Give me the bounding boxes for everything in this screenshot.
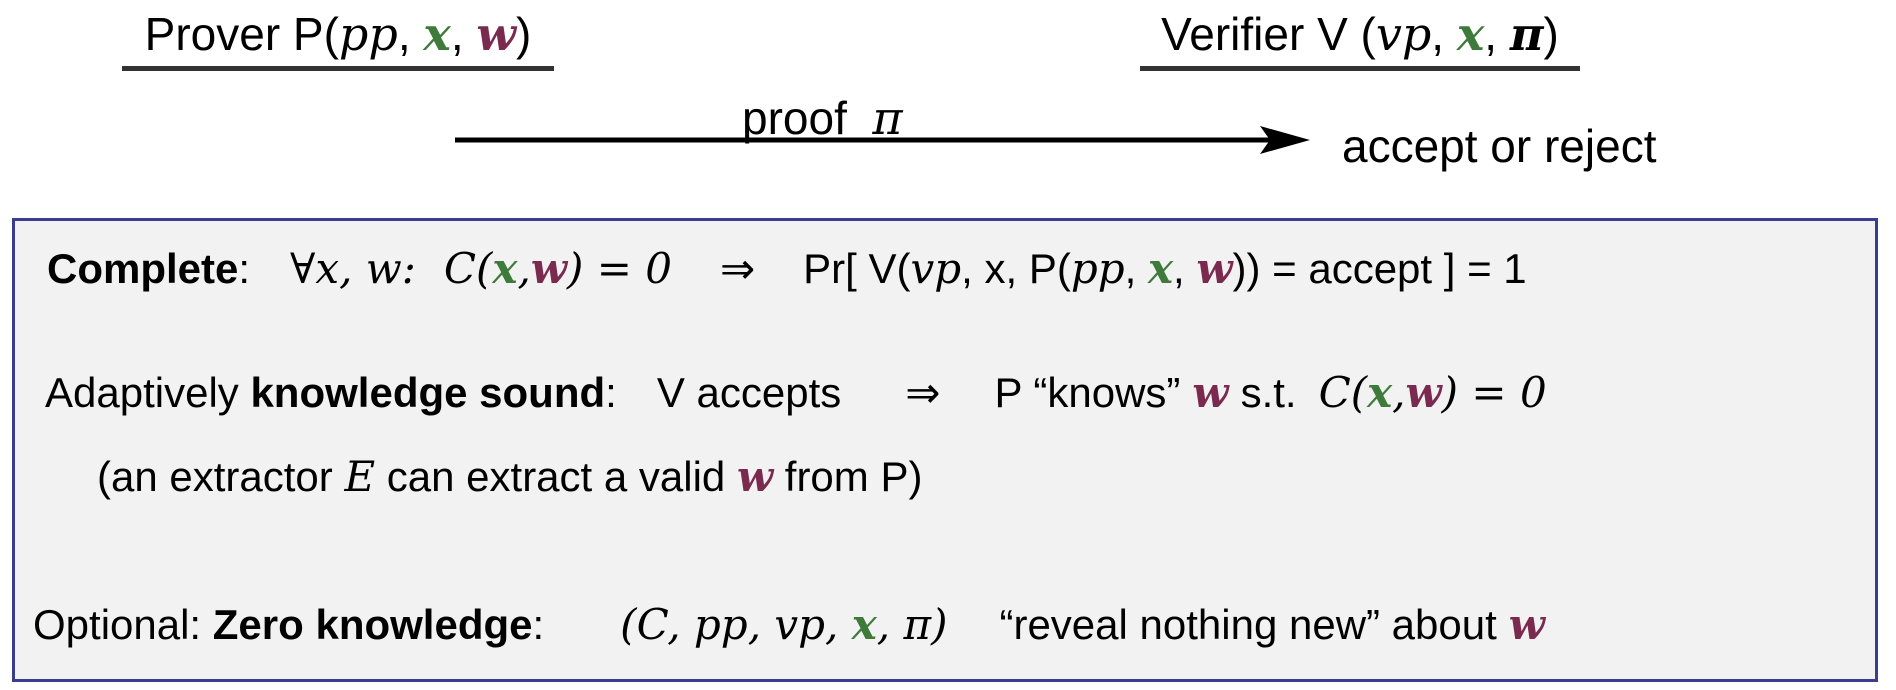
x-plain: , x, P( — [961, 245, 1071, 292]
implies-symbol: ⇒ — [719, 245, 756, 292]
such-that: s.t. — [1240, 369, 1297, 416]
witness-w2: w — [1405, 368, 1442, 417]
sep1: , — [1124, 245, 1148, 292]
statement-x: x — [492, 244, 518, 293]
verifier-pi: π — [1509, 7, 1544, 61]
probability-tail: )) = accept ] = 1 — [1232, 245, 1527, 292]
circuit-eq: ) = 0 — [566, 244, 672, 293]
verifier-label: Verifier V (vp, x, π) — [1140, 6, 1580, 71]
comma: , — [1392, 368, 1406, 417]
prover-w: w — [476, 7, 516, 61]
verifier-result: accept or reject — [1342, 120, 1657, 172]
extractor-e: E — [344, 452, 376, 501]
probability-open: Pr[ V( — [803, 245, 911, 292]
tuple-close: ) — [931, 600, 948, 649]
prover-label: Prover P(pp, x, w) — [122, 6, 554, 71]
circuit-eq: ) = 0 — [1441, 368, 1547, 417]
comma: , — [517, 244, 531, 293]
vp: vp — [910, 244, 962, 293]
tuple-sep: , — [825, 600, 852, 649]
tuple-pp: pp — [693, 600, 748, 649]
prover-prefix: Prover P( — [144, 8, 339, 60]
tuple-x: x — [851, 600, 877, 649]
prover-x: x — [423, 7, 451, 61]
soundness-colon: : — [605, 369, 617, 416]
tuple-pi: π — [903, 600, 932, 649]
witness-w: w — [736, 452, 774, 501]
soundness-premise: V accepts — [656, 369, 842, 416]
zk-colon: : — [532, 601, 545, 648]
verifier-prefix: Verifier V ( — [1161, 8, 1376, 60]
witness-w: w — [530, 244, 567, 293]
zk-quote: “reveal nothing new” about — [999, 601, 1497, 648]
circuit-c: C( — [1318, 368, 1368, 417]
sep2: , — [1173, 245, 1197, 292]
completeness-property: Complete: ∀x, w: C(x,w) = 0 ⇒ Pr[ V(vp, x, P… — [47, 243, 1527, 295]
extractor-open: (an extractor — [97, 453, 345, 500]
soundness-prefix: Adaptively — [45, 369, 251, 416]
implies-symbol: ⇒ — [905, 369, 941, 416]
witness-w2: w — [1196, 244, 1233, 293]
extractor-close: from P) — [773, 453, 923, 500]
zk-term: Zero knowledge — [212, 601, 533, 648]
pp: pp — [1070, 244, 1125, 293]
extractor-middle: can extract a valid — [375, 453, 737, 500]
extractor-note: (an extractor E can extract a valid w fr… — [97, 451, 922, 503]
forall-clause: ∀x, w: — [290, 244, 416, 293]
proof-label: proof π — [742, 90, 903, 146]
statement-x2: x — [1147, 244, 1173, 293]
proof-text: proof — [742, 92, 847, 144]
tuple-sep: , — [876, 600, 904, 649]
prover-suffix: ) — [516, 8, 532, 60]
verifier-vp: vp — [1375, 7, 1432, 61]
proof-symbol: π — [872, 91, 903, 145]
witness-w: w — [1192, 368, 1229, 417]
tuple-sep: , — [667, 600, 694, 649]
verifier-suffix: ) — [1543, 8, 1559, 60]
tuple-sep: , — [747, 600, 775, 649]
tuple-vp: vp — [774, 600, 826, 649]
completeness-term: Complete — [47, 245, 239, 292]
knowledge-soundness-property: Adaptively knowledge sound: V accepts ⇒ P “… — [45, 367, 1547, 419]
tuple-c: C — [636, 600, 668, 649]
prover-pp: pp — [338, 7, 398, 61]
zero-knowledge-property: Optional: Zero knowledge: (C, pp, vp, x, … — [33, 599, 1545, 651]
properties-box: Complete: ∀x, w: C(x,w) = 0 ⇒ Pr[ V(vp, x, P… — [12, 218, 1878, 682]
witness-w: w — [1508, 600, 1545, 649]
proof-arrow-icon — [455, 126, 1310, 154]
statement-x: x — [1367, 368, 1393, 417]
verifier-x: x — [1456, 7, 1485, 61]
tuple-open: ( — [620, 600, 637, 649]
soundness-conclusion: P “knows” — [994, 369, 1181, 416]
zk-prefix: Optional: — [33, 601, 213, 648]
soundness-term: knowledge sound — [250, 369, 606, 416]
completeness-colon: : — [238, 245, 251, 292]
circuit-c: C( — [443, 244, 493, 293]
